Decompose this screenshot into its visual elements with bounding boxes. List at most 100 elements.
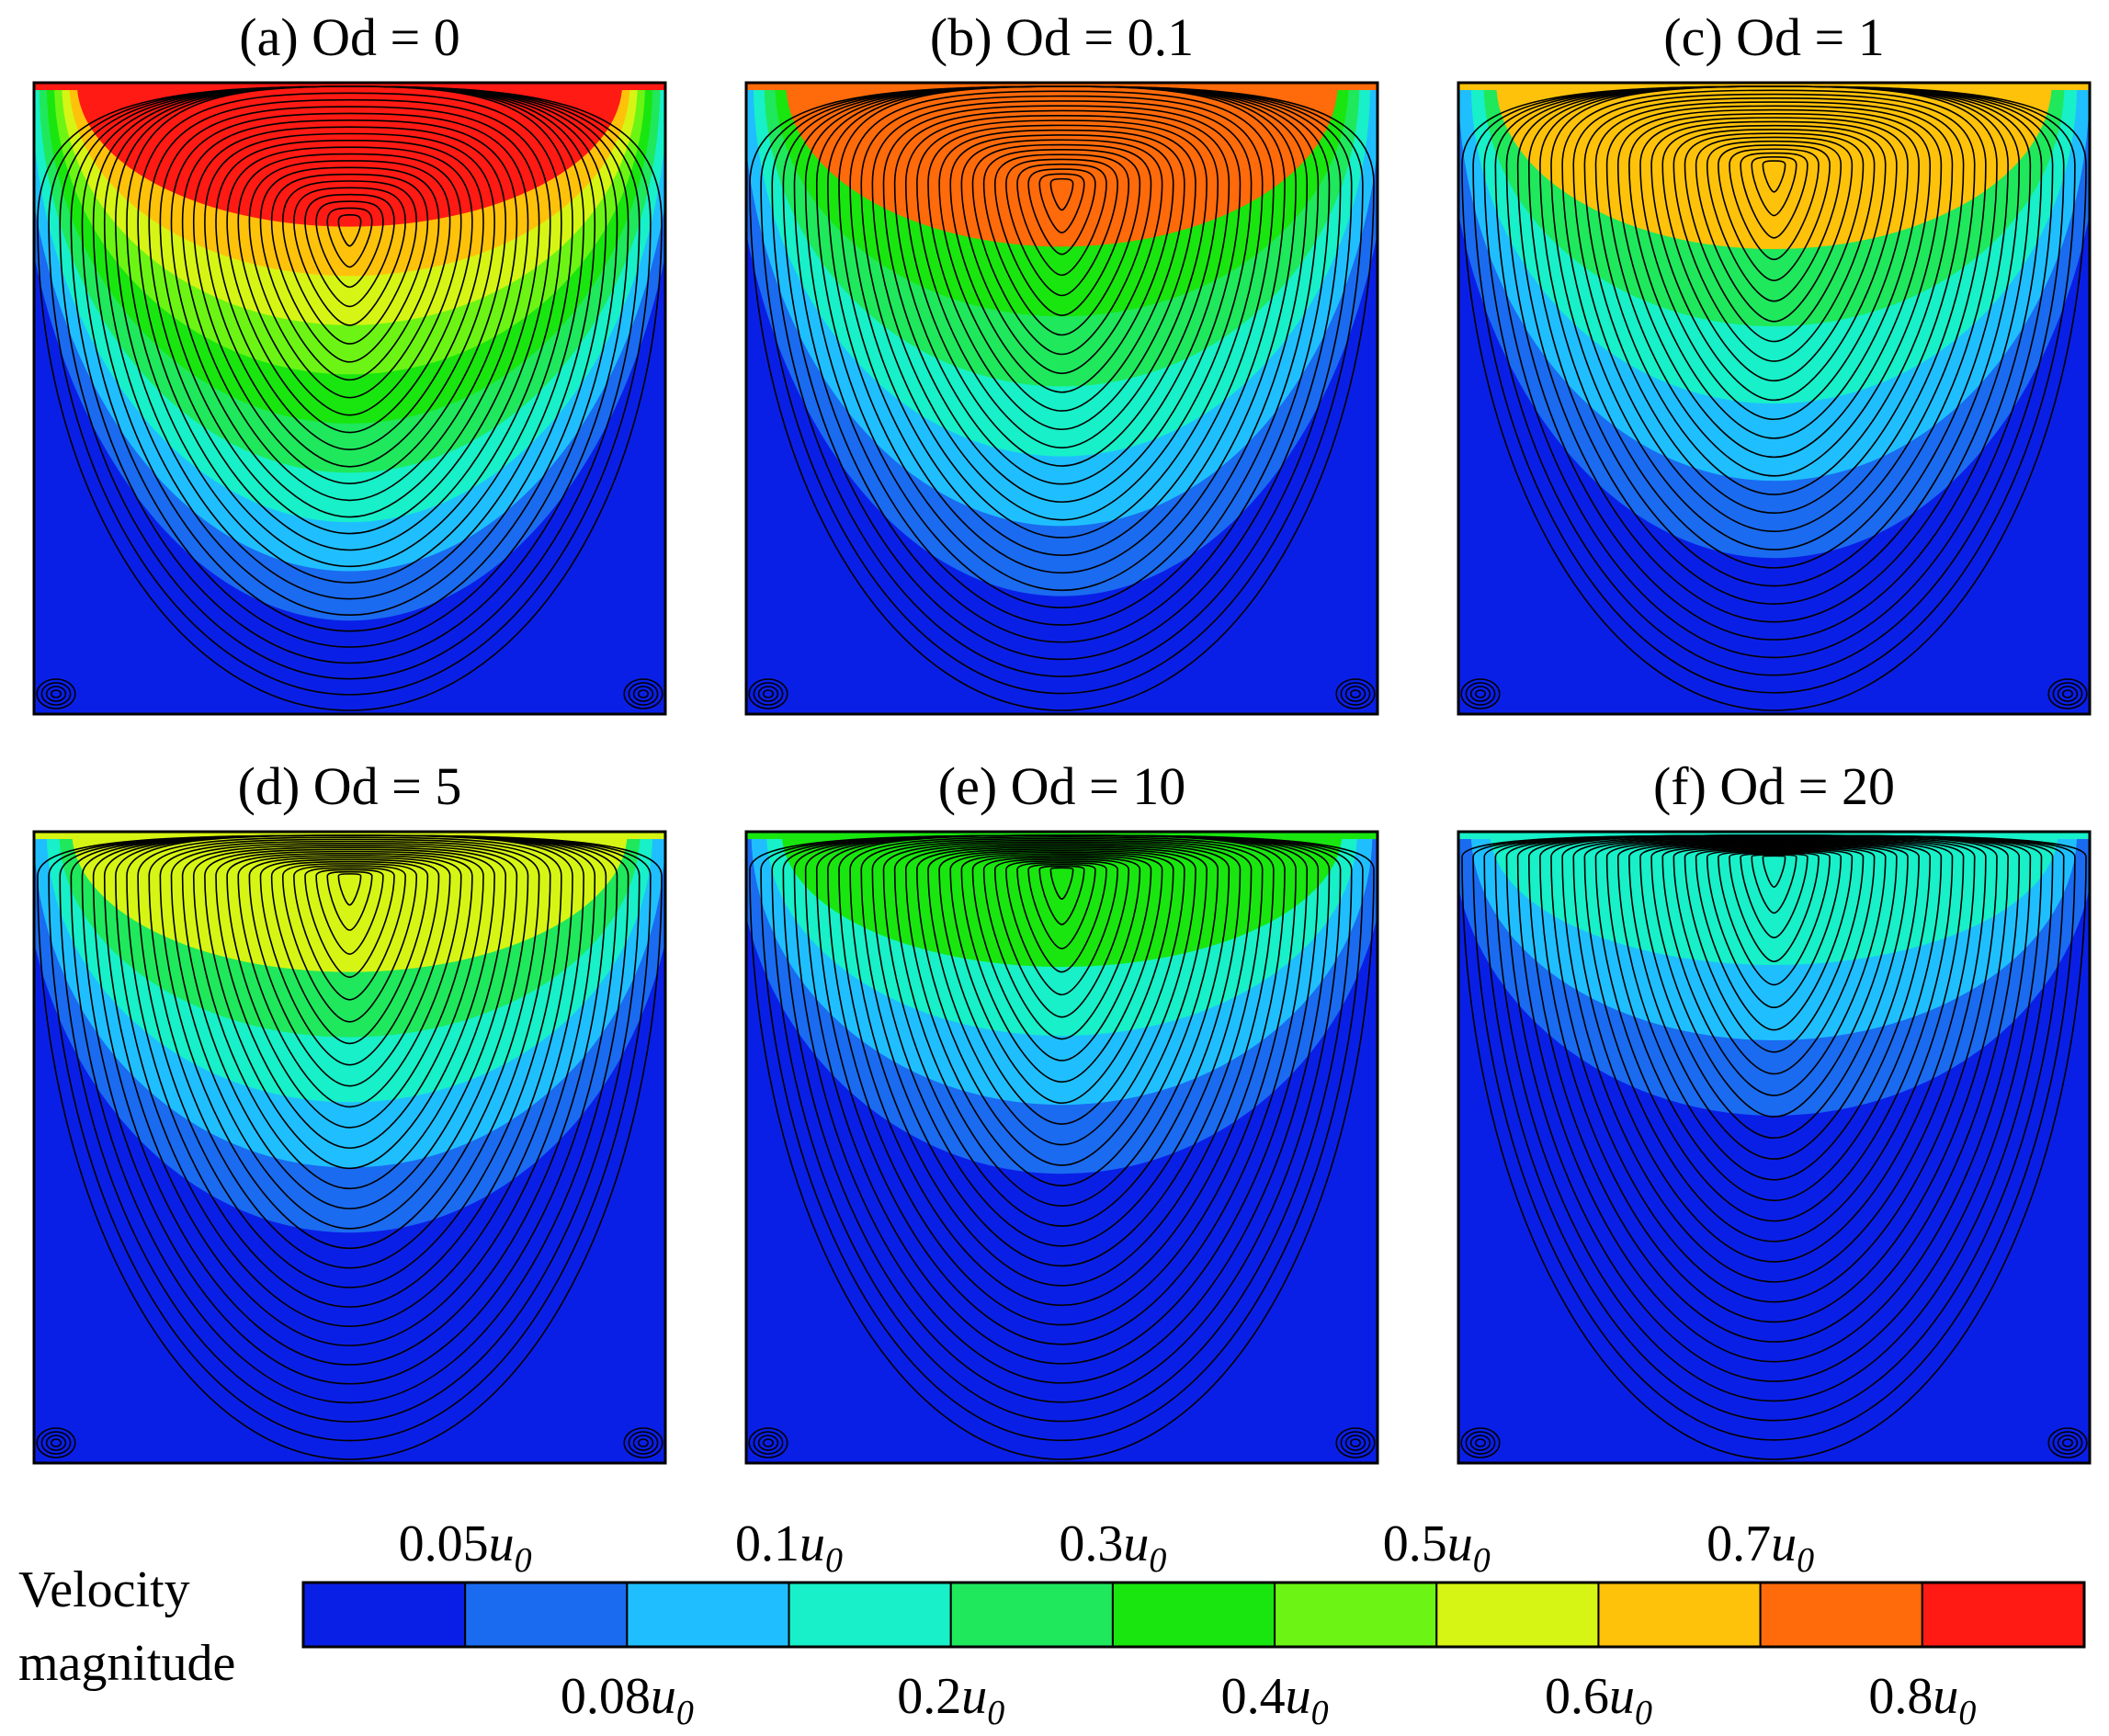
streamline xyxy=(192,846,507,1190)
colorbar-frame xyxy=(301,1581,2086,1649)
streamline xyxy=(248,857,451,1087)
corner-eddy xyxy=(40,1431,72,1455)
streamline xyxy=(871,839,1253,1247)
streamline xyxy=(960,139,1163,375)
colorbar-label: 0.6u0 xyxy=(1545,1668,1652,1732)
panel-title: (c) Od = 1 xyxy=(1663,7,1884,67)
streamline xyxy=(749,85,1375,711)
corner-eddy xyxy=(1335,678,1376,709)
streamline xyxy=(1038,865,1085,925)
corner-eddy xyxy=(637,689,649,698)
corner-eddy xyxy=(1475,1438,1487,1447)
corner-eddy xyxy=(762,1438,774,1447)
streamline xyxy=(159,106,540,535)
streamline xyxy=(1561,89,1987,550)
streamline xyxy=(749,834,1375,1460)
corner-eddy xyxy=(753,682,784,706)
streamline xyxy=(1005,860,1118,996)
streamline xyxy=(1594,101,1954,495)
corner-eddy xyxy=(2057,1435,2079,1451)
streamline xyxy=(993,858,1130,1018)
streamline xyxy=(949,851,1174,1105)
panel-frame xyxy=(1457,81,2092,716)
panel-title: (f) Od = 20 xyxy=(1653,756,1895,816)
streamline xyxy=(270,173,429,363)
streamline xyxy=(1027,168,1096,255)
corner-eddy xyxy=(623,678,663,709)
streamline xyxy=(1628,842,1920,1160)
streamline xyxy=(1605,105,1943,477)
corner-eddy xyxy=(1465,1431,1496,1455)
streamline xyxy=(337,873,362,906)
colorbar-label: 0.4u0 xyxy=(1221,1668,1329,1732)
streamline xyxy=(237,153,462,416)
streamline xyxy=(170,843,529,1230)
streamline xyxy=(1049,177,1074,211)
colorbar-swatch xyxy=(1274,1582,1438,1648)
streamline xyxy=(215,850,484,1150)
streamline xyxy=(849,90,1275,556)
streamline xyxy=(916,119,1208,449)
corner-eddy xyxy=(757,1435,779,1451)
panel-frame xyxy=(744,81,1379,716)
streamline xyxy=(304,867,395,979)
streamline xyxy=(1639,843,1909,1140)
colorbar-swatch xyxy=(949,1582,1114,1648)
corner-eddy xyxy=(1460,1427,1501,1458)
streamline xyxy=(281,863,418,1023)
streamline xyxy=(226,146,473,434)
streamlines xyxy=(748,834,1376,1460)
colorbar-label: 0.08u0 xyxy=(561,1668,694,1732)
corner-eddy xyxy=(1344,686,1366,702)
streamline xyxy=(982,149,1141,336)
corner-eddy xyxy=(50,689,62,698)
colorbar-swatch xyxy=(1759,1582,1923,1648)
streamline xyxy=(270,860,429,1045)
streamline xyxy=(1706,140,1843,302)
streamline xyxy=(315,200,384,289)
streamline xyxy=(1729,148,1820,261)
colorbar-label: 0.3u0 xyxy=(1059,1515,1166,1580)
streamline xyxy=(1016,861,1107,973)
streamline xyxy=(904,845,1219,1186)
corner-eddy xyxy=(50,1438,62,1447)
streamline xyxy=(871,100,1253,521)
streamline xyxy=(337,213,362,247)
streamline xyxy=(1729,851,1820,963)
streamline xyxy=(281,180,418,345)
streamline xyxy=(938,849,1185,1125)
streamline xyxy=(1751,155,1797,217)
corner-eddy xyxy=(2047,1427,2088,1458)
streamline xyxy=(1740,152,1809,239)
corner-eddy xyxy=(632,1435,654,1451)
streamline xyxy=(1661,845,1887,1096)
colorbar-swatch xyxy=(1111,1582,1276,1648)
corner-eddy xyxy=(45,686,67,702)
streamline xyxy=(1650,844,1898,1118)
corner-eddy xyxy=(1469,686,1491,702)
colorbar-swatch xyxy=(302,1582,467,1648)
streamline xyxy=(904,114,1219,467)
streamline xyxy=(304,193,395,308)
corner-eddy xyxy=(36,1427,76,1458)
streamline xyxy=(1672,846,1876,1075)
streamline xyxy=(893,843,1230,1207)
streamline xyxy=(204,848,495,1170)
colorbar-label: 0.7u0 xyxy=(1706,1515,1814,1580)
corner-eddy xyxy=(45,1435,67,1451)
streamline xyxy=(1005,158,1118,297)
corner-eddy xyxy=(1350,689,1362,698)
corner-eddy xyxy=(2062,1438,2074,1447)
streamline xyxy=(248,160,451,399)
panel-a: (a) Od = 0 xyxy=(32,7,667,716)
streamline xyxy=(960,853,1163,1084)
streamline xyxy=(1718,144,1831,282)
colorbar-swatch xyxy=(626,1582,790,1648)
streamlines xyxy=(1460,85,2088,711)
streamline xyxy=(993,153,1130,316)
streamlines xyxy=(36,85,663,711)
panel-frame xyxy=(744,830,1379,1465)
streamline xyxy=(927,848,1196,1146)
streamline xyxy=(159,840,540,1250)
streamline xyxy=(259,166,440,381)
